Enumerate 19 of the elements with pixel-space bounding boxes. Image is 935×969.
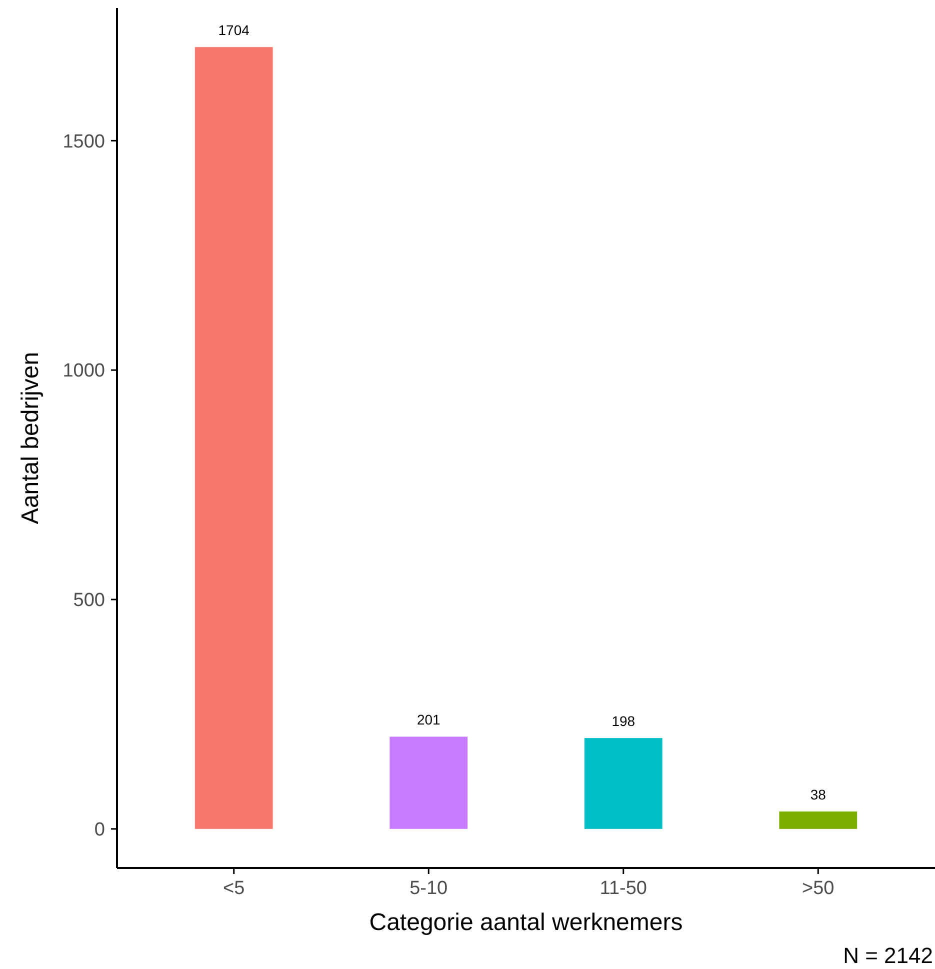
y-axis-title: Aantal bedrijven [17,352,44,524]
x-tick-label: >50 [802,878,834,899]
bar [779,811,858,829]
x-tick-label: 5-10 [410,878,448,899]
data-label: 38 [810,786,826,802]
bar [584,738,662,829]
x-tick-label: 11-50 [600,878,647,899]
bar [390,736,468,829]
x-tick-label: <5 [223,878,245,899]
y-tick-label: 0 [94,820,105,841]
data-label: 201 [416,712,441,728]
x-axis-title: Categorie aantal werknemers [369,909,683,936]
y-tick-label: 1500 [62,131,105,152]
data-label: 198 [612,713,636,730]
text: N = 2142 [843,943,933,968]
y-tick-label: 1000 [62,360,105,382]
data-label: 1704 [218,22,250,38]
bar [194,47,273,829]
y-tick-label: 500 [73,590,105,612]
